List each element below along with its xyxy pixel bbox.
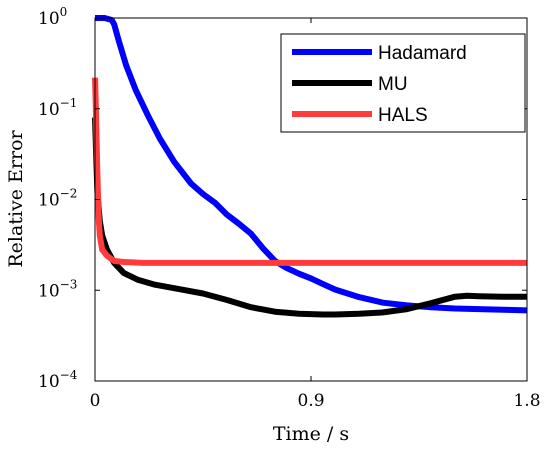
legend: Hadamard MU HALS [280, 33, 526, 133]
legend-label-mu: MU [378, 74, 408, 95]
axis-ticks [94, 17, 528, 382]
y-tick-label: 10−4 [38, 368, 78, 392]
x-tick-label: 1.8 [513, 391, 540, 411]
tick-labels: 0 0.9 1.8 10−4 10−3 10−2 10−1 100 [38, 5, 541, 411]
y-axis-label: Relative Error [5, 129, 27, 267]
series-line-mu [92, 117, 527, 318]
y-tick-label: 10−1 [38, 96, 77, 120]
y-tick-label: 10−3 [38, 277, 77, 301]
y-tick-label: 100 [38, 5, 67, 29]
series-line-hals [92, 77, 527, 266]
plot-lines [92, 15, 528, 318]
series-line-hadamard [95, 15, 528, 314]
x-tick-label: 0 [90, 391, 101, 411]
y-tick-label: 10−2 [38, 187, 77, 211]
legend-label-hadamard: Hadamard [378, 43, 467, 64]
x-tick-label: 0.9 [297, 391, 324, 411]
legend-label-hals: HALS [378, 105, 428, 126]
x-axis-label: Time / s [273, 423, 349, 445]
